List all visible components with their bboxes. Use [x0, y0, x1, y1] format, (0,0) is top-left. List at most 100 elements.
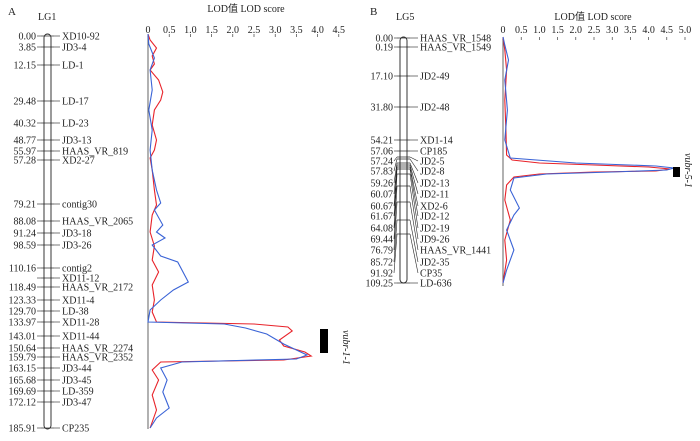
lod-tick-label: 0.5: [163, 25, 176, 36]
qtl-interval-bar-a: [320, 329, 328, 353]
marker-connector: [409, 166, 419, 207]
marker-position: 17.10: [371, 72, 394, 83]
marker-position: 12.15: [14, 61, 37, 72]
marker-position: 31.80: [371, 103, 394, 114]
lod-tick-label: 3.5: [624, 25, 637, 36]
lod-tick-label: 1.0: [184, 25, 197, 36]
marker-position: 98.59: [14, 241, 37, 252]
marker-name: XD11-4: [62, 296, 94, 307]
marker-name: HAAS_VR_2065: [62, 217, 133, 228]
marker-position: 91.24: [14, 229, 37, 240]
marker-position: 76.79: [371, 246, 394, 257]
marker-name: XD2-6: [420, 202, 448, 213]
marker-position: 159.79: [9, 353, 37, 364]
marker-name: HAAS_VR_1548: [420, 34, 491, 45]
marker-name: JD2-48: [420, 103, 449, 114]
marker-position: 60.67: [371, 202, 394, 213]
panel-letter-b: B: [370, 6, 377, 18]
marker-connector: [393, 219, 398, 263]
lod-curve-red-b: [502, 36, 671, 284]
marker-name: JD3-45: [62, 376, 91, 387]
marker-position: 57.83: [371, 167, 394, 178]
marker-name: HAAS_VR_819: [62, 147, 128, 158]
lod-tick-label: 3.0: [606, 25, 619, 36]
marker-connector: [393, 156, 398, 162]
marker-position: 185.91: [9, 424, 37, 435]
lod-curve-red-a: [147, 33, 313, 429]
qtl-name-a: vubr-1-1: [340, 330, 351, 365]
marker-name: LD-38: [62, 307, 89, 318]
marker-position: 40.32: [14, 119, 37, 130]
marker-position: 59.26: [371, 179, 394, 190]
lod-curve-blue-a: [147, 33, 309, 429]
lod-tick-label: 2.5: [588, 25, 601, 36]
lod-tick-label: 0: [146, 25, 151, 36]
marker-position: 0.19: [376, 43, 394, 54]
lod-tick-label: 2.0: [570, 25, 583, 36]
marker-position: 57.06: [371, 147, 394, 158]
marker-position: 91.92: [371, 269, 394, 280]
marker-position: 60.07: [371, 190, 394, 201]
marker-position: 54.21: [371, 136, 394, 147]
marker-name: JD3-44: [62, 364, 91, 375]
marker-name: LD-359: [62, 387, 94, 398]
qtl-interval-bar-b: [673, 167, 680, 177]
marker-list-a: 0.00 XD10-92 3.85 JD3-4 12.15 LD-1 29.48 LD-17 4…: [9, 32, 134, 435]
marker-name: XD1-14: [420, 136, 453, 147]
marker-connector: [409, 233, 419, 274]
marker-connector: [409, 158, 419, 172]
marker-position: 55.97: [14, 147, 37, 158]
marker-position: 123.33: [9, 296, 37, 307]
marker-connector: [393, 162, 398, 184]
lod-tick-label: 2.0: [227, 25, 240, 36]
marker-name: JD2-5: [420, 157, 444, 168]
marker-name: JD3-47: [62, 398, 91, 409]
lod-tick-label: 1.5: [205, 25, 218, 36]
marker-name: JD3-26: [62, 241, 91, 252]
marker-position: 0.00: [376, 34, 394, 45]
lod-tick-label: 1.0: [533, 25, 546, 36]
lod-tick-label: 3.5: [290, 25, 303, 36]
lod-axis-title-b: LOD值 LOD score: [554, 10, 632, 23]
marker-name: JD2-13: [420, 179, 449, 190]
marker-name: JD2-49: [420, 72, 449, 83]
marker-position: 110.16: [9, 264, 36, 275]
marker-connector: [393, 185, 398, 240]
marker-connector: [409, 162, 419, 184]
panel-letter-a: A: [8, 6, 16, 18]
chromosome-bar-b: [399, 36, 408, 284]
marker-list-b: 0.00 HAAS_VR_1548 0.19 HAAS_VR_1549 17.10 JD2…: [366, 34, 492, 290]
marker-name: XD11-28: [62, 318, 99, 329]
qtl-name-b: vubr-5-1: [682, 153, 693, 188]
marker-name: LD-17: [62, 97, 89, 108]
marker-position: 48.77: [14, 136, 37, 147]
panel-a: A LG1 LOD值 LOD score 0 0.5 1.0 1.5 2.0 2.5 3.0…: [8, 2, 351, 435]
marker-position: 79.21: [14, 200, 37, 211]
marker-position: 133.97: [9, 318, 37, 329]
marker-position: 0.00: [19, 32, 37, 43]
marker-name: LD-636: [420, 279, 452, 290]
marker-connector: [409, 201, 419, 251]
marker-connector: [409, 156, 419, 162]
marker-connector: [409, 185, 419, 240]
lod-tick-label: 4.5: [661, 25, 674, 36]
marker-name: CP35: [420, 269, 442, 280]
marker-name: JD2-11: [420, 190, 449, 201]
marker-connector: [393, 233, 398, 274]
marker-name: HAAS_VR_2274: [62, 344, 133, 355]
marker-name: HAAS_VR_1441: [420, 246, 491, 257]
lod-curve-blue-b: [502, 36, 675, 284]
lod-tick-label: 0.5: [515, 25, 528, 36]
lod-axis-title-a: LOD值 LOD score: [207, 2, 285, 15]
marker-name: XD11-44: [62, 332, 99, 343]
lod-tick-label: 4.0: [311, 25, 324, 36]
marker-position: 118.49: [9, 283, 36, 294]
lod-tick-label: 5.0: [679, 25, 692, 36]
marker-connector: [409, 173, 419, 229]
lod-axis-ticks-a: 0 0.5 1.0 1.5 2.0 2.5 3.0 3.5 4.0 4.5: [146, 25, 346, 37]
lod-tick-label: 4.5: [333, 25, 346, 36]
marker-name: HAAS_VR_2352: [62, 353, 133, 364]
marker-name: HAAS_VR_2172: [62, 283, 133, 294]
marker-name: JD2-19: [420, 224, 449, 235]
marker-name: JD3-4: [62, 43, 86, 54]
